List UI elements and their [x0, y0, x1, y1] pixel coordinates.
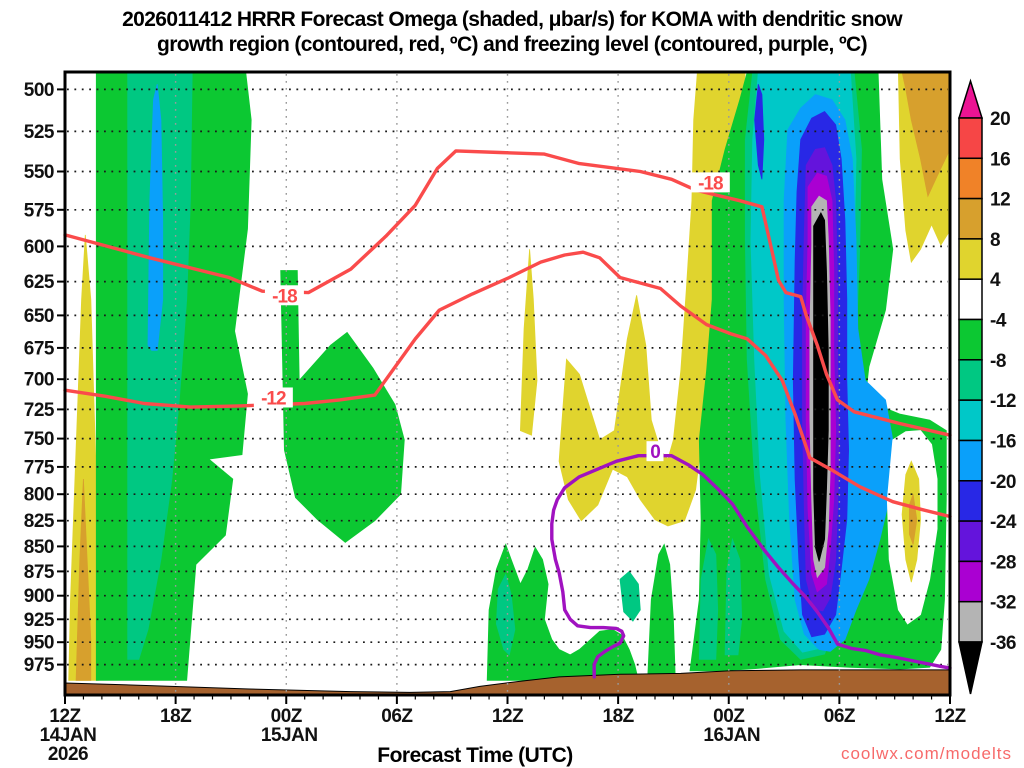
- colorbar-label: -4: [990, 311, 1007, 332]
- y-tick-label: 600: [24, 237, 54, 258]
- colorbar-label: -24: [990, 512, 1017, 533]
- colorbar-label: 12: [990, 190, 1010, 211]
- y-tick-label: 525: [24, 122, 55, 143]
- colorbar-label: -28: [990, 552, 1016, 573]
- shaded-region-m4: [280, 270, 405, 543]
- y-tick-label: 850: [24, 537, 54, 558]
- colorbar-segment: [958, 278, 983, 321]
- colorbar-segment: [958, 318, 983, 361]
- y-tick-label: 575: [24, 200, 55, 221]
- colorbar-segment: [958, 439, 983, 482]
- shaded-region-p4: [519, 249, 538, 436]
- contour-label: -18: [272, 286, 297, 307]
- shaded-region-m8: [698, 538, 719, 660]
- contour-line-dendritic-growth-minus-18C: [63, 149, 952, 437]
- y-tick-label: 900: [24, 586, 54, 607]
- colorbar-segment: [958, 157, 983, 200]
- x-tick-label: 18Z: [603, 706, 635, 727]
- y-tick-label: 700: [24, 370, 54, 391]
- y-tick-label: 625: [24, 272, 55, 293]
- colorbar-label: 20: [990, 109, 1010, 130]
- colorbar-label: -36: [990, 633, 1016, 654]
- colorbar-segment: [958, 238, 983, 280]
- colorbar-segment: [958, 480, 983, 522]
- x-tick-label: 06Z: [824, 706, 856, 727]
- colorbar-arrow-top: [957, 78, 984, 119]
- colorbar-label: -20: [990, 472, 1016, 493]
- colorbar-segment: [958, 359, 983, 401]
- y-tick-label: 725: [24, 400, 55, 421]
- contour-line-dendritic-growth-minus-12C: [63, 250, 952, 519]
- colorbar-arrow-bottom: [958, 641, 983, 695]
- shaded-region-p8: [75, 478, 92, 681]
- x-tick-label: 00Z: [713, 706, 745, 727]
- shaded-region-m4: [486, 543, 639, 681]
- colorbar-label: -16: [990, 431, 1016, 452]
- y-tick-label: 825: [24, 511, 55, 532]
- y-tick-label: 550: [24, 162, 54, 183]
- x-tick-label: 18Z: [160, 706, 192, 727]
- y-tick-label: 775: [24, 457, 55, 478]
- date-label: 2026: [48, 744, 88, 765]
- shaded-region-m36: [813, 211, 829, 562]
- contour-label-bg: [264, 285, 304, 306]
- colorbar-label: 8: [990, 230, 1000, 251]
- y-tick-label: 975: [24, 655, 55, 676]
- colorbar-label: 16: [990, 149, 1010, 170]
- shaded-region-m4: [647, 543, 676, 681]
- contour-label: 0: [650, 442, 660, 463]
- x-tick-label: 12Z: [934, 706, 966, 727]
- chart-title-line1: 2026011412 HRRR Forecast Omega (shaded, …: [122, 8, 902, 31]
- colorbar-label: 4: [990, 270, 1001, 291]
- x-tick-label: 12Z: [49, 706, 81, 727]
- y-tick-label: 925: [24, 610, 55, 631]
- y-tick-label: 650: [24, 306, 54, 327]
- watermark: coolwx.com/modelts: [840, 744, 1012, 763]
- contour-label-bg: [253, 387, 293, 408]
- contour-label: -12: [261, 388, 286, 409]
- colorbar-label: -12: [990, 391, 1016, 412]
- colorbar-segment: [958, 520, 983, 563]
- y-tick-label: 950: [24, 633, 54, 654]
- colorbar-segment: [958, 600, 983, 643]
- shaded-region-m16: [147, 84, 164, 351]
- colorbar-segment: [958, 197, 983, 240]
- colorbar-label: -32: [990, 593, 1016, 614]
- y-tick-label: 675: [24, 338, 55, 359]
- colorbar-segment: [958, 560, 983, 603]
- x-axis-title: Forecast Time (UTC): [377, 744, 573, 767]
- shaded-region-m20: [754, 84, 765, 180]
- shaded-region-m8: [724, 537, 743, 656]
- y-tick-label: 500: [24, 80, 54, 101]
- chart-title-line2: growth region (contoured, red, ºC) and f…: [156, 33, 868, 56]
- x-tick-label: 06Z: [381, 706, 413, 727]
- contour-line-freezing-level-0C: [550, 454, 952, 679]
- x-tick-label: 12Z: [492, 706, 524, 727]
- contour-label: -18: [698, 173, 723, 194]
- contour-label-bg: [646, 441, 664, 462]
- contour-label-bg: [690, 172, 730, 193]
- y-tick-label: 750: [24, 429, 54, 450]
- y-tick-label: 800: [24, 485, 54, 506]
- colorbar-segment: [958, 117, 983, 160]
- colorbar-segment: [958, 399, 983, 442]
- colorbar-label: -8: [990, 351, 1006, 372]
- date-label: 14JAN: [40, 725, 97, 746]
- x-tick-label: 00Z: [271, 706, 303, 727]
- date-label: 15JAN: [261, 725, 318, 746]
- y-tick-label: 875: [24, 562, 55, 583]
- date-label: 16JAN: [703, 725, 760, 746]
